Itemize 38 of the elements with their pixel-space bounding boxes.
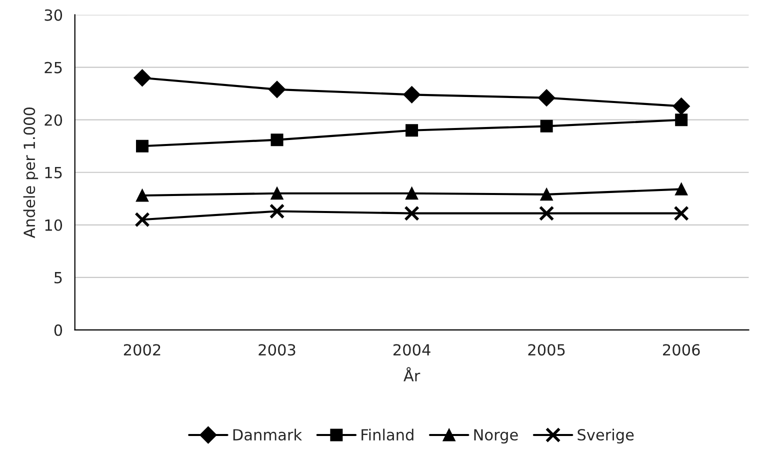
point: [404, 206, 420, 221]
legend-label: Finland: [362, 428, 414, 441]
x-tick-label: 2006: [663, 344, 700, 356]
point: [540, 120, 553, 132]
y-tick-label: 30: [44, 9, 62, 21]
point: [538, 206, 554, 221]
y-tick-label: 20: [44, 114, 62, 126]
point: [269, 204, 285, 219]
point: [538, 89, 556, 106]
legend-label: Sverige: [578, 428, 634, 444]
point: [540, 188, 553, 201]
point: [403, 86, 420, 104]
point: [406, 124, 418, 137]
point: [675, 182, 688, 196]
point: [674, 206, 689, 221]
point: [270, 134, 284, 146]
y-axis-title: Andele per 1.000: [23, 108, 38, 238]
point: [136, 140, 149, 152]
y-tick-label: 10: [45, 219, 62, 231]
legend-label: Norge: [474, 429, 518, 444]
point: [406, 187, 418, 200]
x-tick-label: 2003: [258, 344, 296, 356]
y-tick-label: 25: [44, 62, 62, 74]
point: [270, 187, 284, 200]
point: [134, 69, 151, 86]
point: [675, 114, 688, 126]
x-tick-label: 2002: [124, 344, 160, 356]
point: [672, 98, 690, 115]
y-tick-label: 15: [45, 167, 62, 178]
x-axis-title: År: [404, 367, 420, 382]
y-tick-label: 0: [54, 324, 62, 336]
point: [134, 212, 150, 228]
point: [268, 80, 286, 98]
point: [136, 189, 149, 202]
x-tick-label: 2004: [393, 344, 430, 356]
legend-label: Danmark: [233, 428, 302, 441]
y-tick-label: 5: [54, 272, 62, 284]
x-tick-label: 2005: [528, 344, 565, 356]
